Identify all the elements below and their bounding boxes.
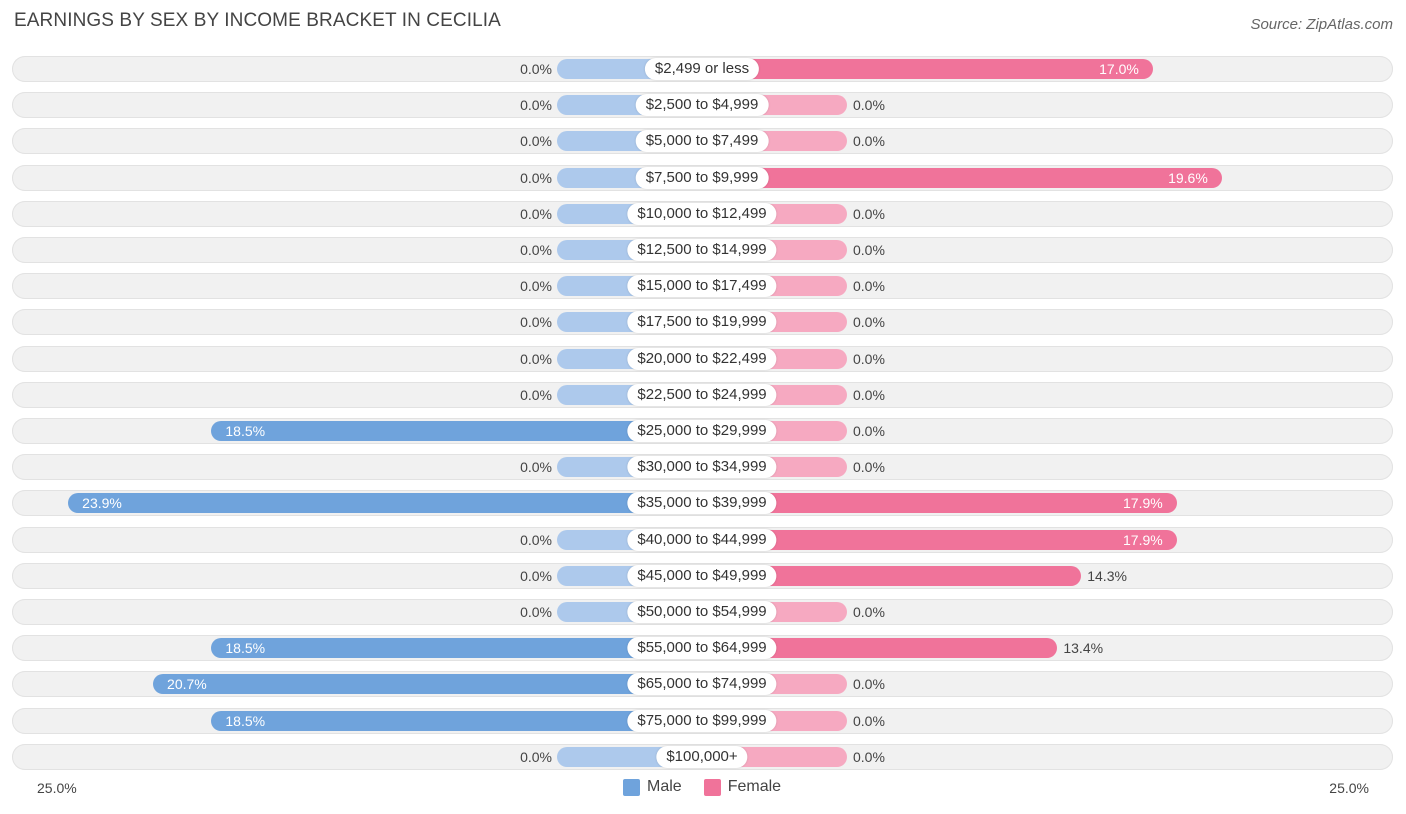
category-label: $30,000 to $34,999 (627, 456, 777, 479)
male-value-label: 0.0% (520, 748, 552, 765)
male-value-label: 0.0% (520, 314, 552, 331)
category-label: $55,000 to $64,999 (627, 637, 777, 660)
category-label: $75,000 to $99,999 (627, 709, 777, 732)
female-value-label: 0.0% (853, 278, 885, 295)
category-label: $5,000 to $7,499 (635, 130, 769, 153)
female-value-label: 0.0% (853, 423, 885, 439)
source-credit: Source: ZipAtlas.com (1250, 16, 1393, 33)
category-label: $22,500 to $24,999 (627, 383, 777, 406)
female-value-label: 14.3% (1087, 567, 1127, 584)
male-value-label: 0.0% (520, 242, 552, 258)
category-label: $15,000 to $17,499 (627, 275, 777, 298)
male-bar (211, 421, 702, 441)
male-value-label: 0.0% (520, 386, 552, 403)
legend-label-female: Female (727, 778, 782, 795)
female-value-label: 0.0% (853, 242, 885, 258)
male-value-label: 0.0% (520, 567, 552, 584)
male-value-label: 0.0% (520, 604, 552, 620)
female-bar (702, 59, 1153, 79)
category-label: $10,000 to $12,499 (627, 202, 777, 225)
male-value-label: 0.0% (520, 97, 552, 114)
female-value-label: 0.0% (853, 97, 885, 114)
axis-label-left: 25.0% (37, 780, 77, 796)
female-value-label: 17.9% (1123, 531, 1163, 548)
axis-label-right: 25.0% (1329, 780, 1369, 796)
chart-title: EARNINGS BY SEX BY INCOME BRACKET IN CEC… (14, 10, 501, 31)
male-value-label: 0.0% (520, 133, 552, 150)
female-value-label: 0.0% (853, 205, 885, 222)
category-label: $2,499 or less (644, 58, 760, 80)
legend: Male Female (623, 778, 803, 796)
category-label: $12,500 to $14,999 (627, 239, 777, 261)
category-label: $45,000 to $49,999 (627, 564, 777, 587)
category-label: $2,500 to $4,999 (635, 94, 769, 117)
category-label: $65,000 to $74,999 (627, 673, 777, 696)
male-value-label: 18.5% (225, 423, 266, 439)
legend-swatch-male (623, 778, 640, 796)
male-bar (211, 710, 702, 731)
male-value-label: 0.0% (520, 531, 552, 548)
male-value-label: 20.7% (167, 676, 207, 693)
female-value-label: 19.6% (1168, 169, 1208, 186)
female-value-label: 17.9% (1123, 495, 1163, 512)
category-label: $50,000 to $54,999 (627, 601, 777, 623)
female-value-label: 13.4% (1063, 640, 1104, 657)
female-value-label: 0.0% (853, 133, 885, 150)
female-value-label: 0.0% (853, 676, 885, 693)
male-bar (211, 638, 702, 659)
category-label: $35,000 to $39,999 (627, 492, 777, 515)
female-value-label: 0.0% (853, 386, 885, 403)
female-value-label: 0.0% (853, 748, 885, 765)
legend-label-male: Male (647, 778, 682, 795)
male-value-label: 0.0% (520, 459, 552, 476)
female-value-label: 0.0% (853, 314, 885, 331)
female-value-label: 0.0% (853, 350, 885, 367)
category-label: $25,000 to $29,999 (627, 420, 777, 442)
category-label: $40,000 to $44,999 (627, 528, 777, 551)
female-value-label: 0.0% (853, 604, 885, 620)
legend-item-female[interactable]: Female (703, 778, 782, 796)
category-label: $100,000+ (656, 745, 748, 768)
male-value-label: 0.0% (520, 278, 552, 295)
male-bar (68, 493, 702, 514)
legend-item-male[interactable]: Male (623, 778, 682, 796)
female-value-label: 17.0% (1099, 61, 1139, 77)
category-label: $17,500 to $19,999 (627, 311, 777, 334)
category-label: $20,000 to $22,499 (627, 347, 777, 370)
male-value-label: 0.0% (520, 350, 552, 367)
female-bar (702, 565, 1082, 586)
male-bar (153, 674, 702, 695)
legend-swatch-female (703, 778, 721, 796)
male-value-label: 0.0% (520, 205, 552, 222)
female-value-label: 0.0% (853, 712, 885, 729)
male-value-label: 18.5% (225, 640, 266, 657)
male-value-label: 23.9% (82, 495, 122, 512)
female-bar (702, 638, 1058, 659)
male-value-label: 0.0% (520, 169, 552, 186)
male-value-label: 0.0% (520, 61, 552, 77)
female-bar (702, 529, 1177, 550)
category-label: $7,500 to $9,999 (635, 166, 769, 189)
female-bar (702, 493, 1177, 514)
female-value-label: 0.0% (853, 459, 885, 476)
male-value-label: 18.5% (225, 712, 266, 729)
female-bar (702, 167, 1222, 188)
